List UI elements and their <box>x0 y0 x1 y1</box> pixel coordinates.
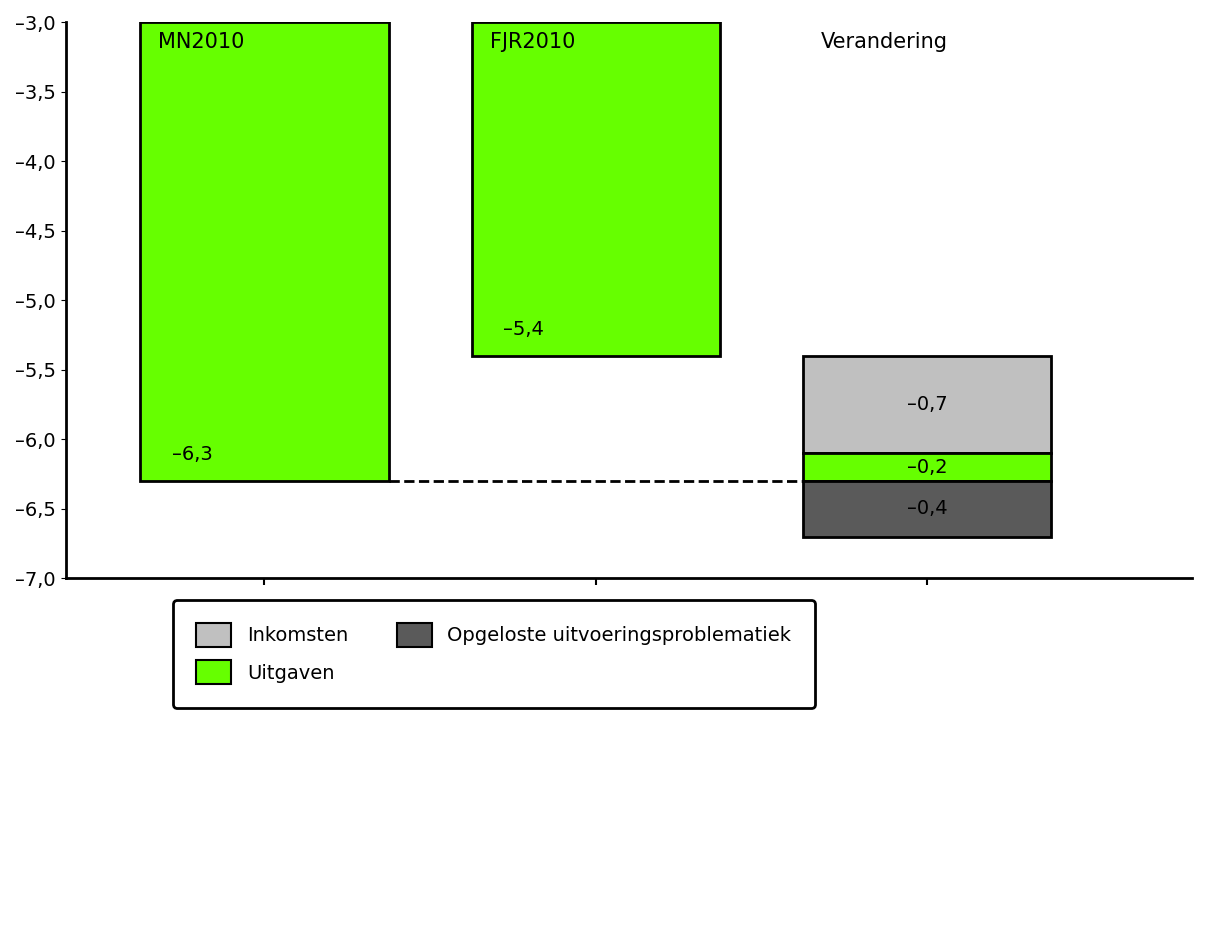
Text: –0,7: –0,7 <box>906 395 947 414</box>
Legend: Inkomsten, Uitgaven, Opgeloste uitvoeringsproblematiek: Inkomsten, Uitgaven, Opgeloste uitvoerin… <box>173 600 815 708</box>
Text: –0,4: –0,4 <box>906 499 947 518</box>
Bar <box>803 356 1051 453</box>
Text: FJR2010: FJR2010 <box>490 33 575 52</box>
Text: –5,4: –5,4 <box>503 320 544 339</box>
Text: –6,3: –6,3 <box>171 445 212 464</box>
Text: Verandering: Verandering <box>821 33 947 52</box>
Bar <box>803 481 1051 537</box>
Bar <box>472 22 719 356</box>
Text: –0,2: –0,2 <box>906 458 947 477</box>
Bar <box>140 22 389 481</box>
Text: MN2010: MN2010 <box>158 33 245 52</box>
Bar <box>803 453 1051 481</box>
